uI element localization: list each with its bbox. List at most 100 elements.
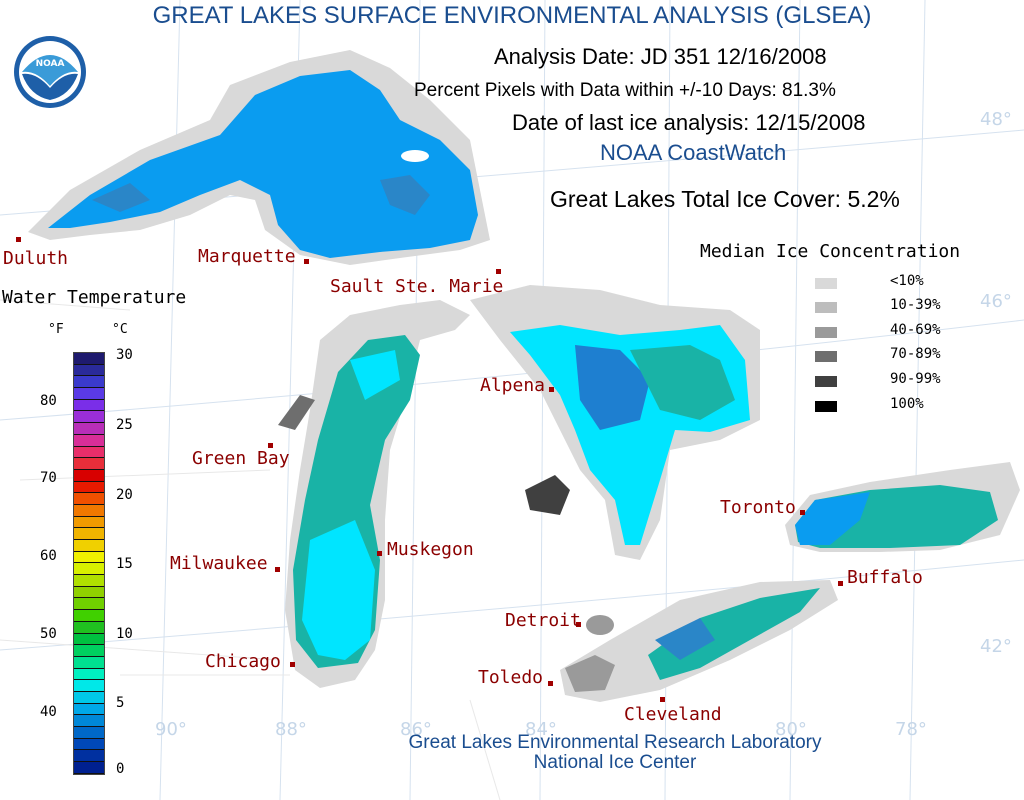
ice-label-10-39: 10-39% [890, 297, 941, 313]
footer-nic: National Ice Center [533, 752, 697, 773]
c-tick-20: 20 [116, 487, 133, 503]
city-muskegon: Muskegon [387, 539, 474, 560]
lat-label-42: 42° [980, 636, 1012, 657]
state-boundaries [0, 299, 501, 800]
city-milwaukee: Milwaukee [170, 553, 268, 574]
temperature-color-bar [73, 352, 105, 775]
color-bar-segment [74, 738, 104, 751]
color-bar-segment [74, 388, 104, 400]
color-bar-segment [74, 703, 104, 716]
color-bar-segment [74, 762, 104, 774]
lon-label-84: 84° [525, 719, 557, 740]
unit-f-label: °F [48, 322, 64, 337]
ice-swatch-10-39 [815, 302, 837, 313]
lon-label-88: 88° [275, 719, 307, 740]
lake-erie [560, 580, 838, 702]
color-bar-segment [74, 656, 104, 669]
lake-st-clair [586, 615, 614, 635]
ice-label-lt10: <10% [890, 273, 924, 289]
color-bar-segment [74, 528, 104, 540]
color-bar-segment [74, 423, 104, 435]
page-title: GREAT LAKES SURFACE ENVIRONMENTAL ANALYS… [152, 2, 872, 29]
color-bar-segment [74, 691, 104, 704]
total-ice-cover: Great Lakes Total Ice Cover: 5.2% [550, 186, 900, 212]
color-bar-segment [74, 586, 104, 599]
city-chicago: Chicago [205, 651, 281, 672]
c-tick-0: 0 [116, 761, 125, 777]
lake-superior [28, 50, 490, 265]
footer-glerl: Great Lakes Environmental Research Labor… [408, 732, 822, 753]
color-bar-segment [74, 598, 104, 611]
lat-label-48: 48° [980, 109, 1012, 130]
color-bar-segment [74, 516, 104, 529]
lon-label-80: 80° [775, 719, 807, 740]
f-tick-50: 50 [40, 626, 57, 642]
ice-label-70-89: 70-89% [890, 346, 941, 362]
lake-michigan [278, 300, 470, 688]
color-bar-segment [74, 458, 104, 470]
last-ice-date: Date of last ice analysis: 12/15/2008 [512, 110, 866, 135]
city-toronto: Toronto [720, 497, 796, 518]
noaa-logo: NOAA [14, 36, 86, 108]
color-bar-segment [74, 575, 104, 587]
color-bar-segment [74, 434, 104, 447]
lake-ontario [785, 462, 1020, 552]
color-bar-segment [74, 727, 104, 739]
superior-teal [92, 175, 430, 215]
ice-swatch-70-89 [815, 351, 837, 362]
color-bar-segment [74, 563, 104, 576]
superior-water [48, 70, 478, 258]
color-bar-segment [74, 493, 104, 505]
c-tick-10: 10 [116, 626, 133, 642]
color-bar-segment [74, 376, 104, 389]
logo-text: NOAA [36, 59, 65, 69]
coastwatch-label: NOAA CoastWatch [600, 140, 787, 165]
c-tick-15: 15 [116, 556, 133, 572]
color-bar-segment [74, 540, 104, 552]
c-tick-30: 30 [116, 347, 133, 363]
color-bar-segment [74, 645, 104, 657]
f-tick-60: 60 [40, 548, 57, 564]
superior-ice-patch [401, 150, 429, 162]
analysis-date: Analysis Date: JD 351 12/16/2008 [494, 44, 827, 69]
color-bar-segment [74, 353, 104, 365]
city-alpena: Alpena [480, 375, 546, 396]
city-cleveland: Cleveland [624, 704, 722, 725]
ontario-blue [795, 492, 870, 545]
city-buffalo: Buffalo [847, 567, 923, 588]
lon-label-86: 86° [400, 719, 432, 740]
f-tick-80: 80 [40, 393, 57, 409]
ice-label-100: 100% [890, 396, 924, 412]
huron-blue [575, 345, 650, 430]
ice-label-90-99: 90-99% [890, 371, 941, 387]
city-duluth: Duluth [3, 248, 69, 269]
huron-teal [630, 345, 735, 420]
c-tick-25: 25 [116, 417, 133, 433]
f-tick-40: 40 [40, 704, 57, 720]
c-tick-5: 5 [116, 695, 125, 711]
color-bar-segment [74, 668, 104, 681]
color-bar-segment [74, 504, 104, 517]
michigan-cyan [302, 350, 400, 660]
ice-legend-title: Median Ice Concentration [700, 241, 961, 262]
lake-huron [470, 285, 760, 560]
color-bar-segment [74, 715, 104, 727]
color-bar-segment [74, 680, 104, 692]
ice-label-40-69: 40-69% [890, 322, 941, 338]
color-bar-segment [74, 610, 104, 622]
color-bar-segment [74, 750, 104, 763]
saginaw-bay [525, 475, 570, 515]
city-toledo: Toledo [478, 667, 544, 688]
city-green-bay: Green Bay [192, 448, 290, 469]
color-bar-segment [74, 551, 104, 564]
city-detroit: Detroit [505, 610, 581, 631]
city-markers [16, 237, 843, 702]
ice-swatch-90-99 [815, 376, 837, 387]
city-sault-ste-marie: Sault Ste. Marie [330, 276, 504, 297]
unit-c-label: °C [112, 322, 128, 337]
color-bar-segment [74, 621, 104, 634]
water-temp-title: Water Temperature [2, 287, 187, 308]
lon-label-78: 78° [895, 719, 927, 740]
lon-label-90: 90° [155, 719, 187, 740]
